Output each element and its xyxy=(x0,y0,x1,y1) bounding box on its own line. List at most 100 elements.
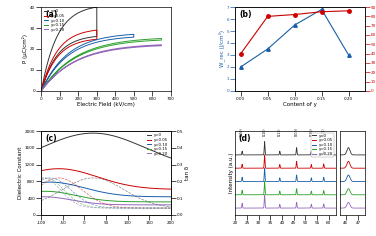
Line: y=0.20: y=0.20 xyxy=(41,45,161,91)
y=0.10 xyxy=(126,194,130,197)
y=0.20 xyxy=(168,203,173,206)
y=0.10 xyxy=(39,89,44,92)
y=0.05 xyxy=(85,39,89,42)
y=0.15 xyxy=(98,198,102,201)
y=0.20 xyxy=(73,199,77,202)
Line: y=0.10: y=0.10 xyxy=(41,34,134,91)
y=0.20 xyxy=(41,195,46,198)
y=0.05 xyxy=(241,167,246,169)
y=0.10 xyxy=(280,180,284,183)
y=0.20 xyxy=(115,203,120,206)
y=0.05 xyxy=(56,167,61,170)
Text: (100): (100) xyxy=(240,127,244,136)
y=0.20 xyxy=(241,206,246,209)
Line: y=0.05: y=0.05 xyxy=(41,169,171,189)
y=0.15 xyxy=(334,193,338,196)
Y-axis label: W_rec (J/cm³): W_rec (J/cm³) xyxy=(218,30,225,67)
y=0 xyxy=(241,153,246,156)
y=0.05 xyxy=(89,30,94,32)
Line: y=0.15: y=0.15 xyxy=(235,181,336,195)
X-axis label: Electric Field (kV/cm): Electric Field (kV/cm) xyxy=(77,102,135,107)
y=0.10 xyxy=(73,184,77,187)
y=0.20 xyxy=(62,197,67,200)
y=0.15 xyxy=(126,200,130,203)
y=0.20 xyxy=(138,46,142,48)
y=0.05 xyxy=(245,167,250,170)
y=0.10 xyxy=(123,34,127,36)
y=0 xyxy=(39,89,44,92)
y=0.20 xyxy=(137,203,141,206)
y=0 xyxy=(245,153,250,156)
y=0.15 xyxy=(138,40,142,43)
y=0.15 xyxy=(39,89,44,92)
y=0.05 xyxy=(334,167,338,170)
Legend: y=0, y=0.05, y=0.10, y=0.15, y=0.20: y=0, y=0.05, y=0.10, y=0.15, y=0.20 xyxy=(43,9,65,32)
y=0.10 xyxy=(72,48,76,51)
y=0.15 xyxy=(39,89,44,92)
y=0.10 xyxy=(115,37,119,40)
Line: y=0.15: y=0.15 xyxy=(41,38,161,91)
y=0.15 xyxy=(137,200,141,203)
y=0.05 xyxy=(98,176,102,179)
y=0.10 xyxy=(100,39,105,42)
y=0.10 xyxy=(276,180,280,183)
y=0.10 xyxy=(262,167,267,170)
y=0.15 xyxy=(43,190,48,193)
y=0.15 xyxy=(276,193,280,196)
Text: (211): (211) xyxy=(322,127,326,136)
y=0.20 xyxy=(98,51,103,54)
Text: (d): (d) xyxy=(238,134,251,143)
X-axis label: Content of y: Content of y xyxy=(283,102,317,107)
y=0 xyxy=(66,43,71,46)
y=0.10 xyxy=(87,41,91,44)
Line: y=0: y=0 xyxy=(41,133,171,158)
y=0.05 xyxy=(276,167,280,170)
y=0.10 xyxy=(137,195,141,198)
y=0.05 xyxy=(126,184,130,187)
Line: y=0.05: y=0.05 xyxy=(235,155,336,168)
y=0.20 xyxy=(245,207,250,210)
Line: y=0.10: y=0.10 xyxy=(41,182,171,197)
y=0.15 xyxy=(280,193,284,196)
y=0.15 xyxy=(115,200,120,203)
y=0.10 xyxy=(241,180,246,183)
y=0.05 xyxy=(68,37,72,40)
y=0.05 xyxy=(233,167,238,170)
Legend: y=0, y=0.05, y=0.10, y=0.15, y=0.20: y=0, y=0.05, y=0.10, y=0.15, y=0.20 xyxy=(311,133,334,157)
Legend: y=0, y=0.05, y=0.10, y=0.15, y=0.20: y=0, y=0.05, y=0.10, y=0.15, y=0.20 xyxy=(147,133,169,156)
y=0.20 xyxy=(290,207,295,210)
y=0.05 xyxy=(262,153,267,156)
y=0 xyxy=(278,152,282,154)
y=0.10 xyxy=(290,180,295,183)
y=0.10 xyxy=(168,195,173,198)
y=0 xyxy=(280,153,284,156)
y=0.15 xyxy=(233,193,238,196)
y=0 xyxy=(290,153,295,156)
Text: (a): (a) xyxy=(45,10,58,19)
y=0 xyxy=(262,140,267,143)
y=0.15 xyxy=(101,44,106,47)
y=0 xyxy=(168,156,173,159)
y=0.10 xyxy=(98,190,102,193)
y=0.20 xyxy=(126,203,130,206)
y=0.05 xyxy=(94,29,99,32)
y=0.05 xyxy=(168,188,173,190)
y=0.15 xyxy=(241,193,246,196)
y=0.05 xyxy=(62,168,67,170)
y=0 xyxy=(91,132,96,135)
y=0 xyxy=(76,39,80,42)
Text: (b): (b) xyxy=(239,10,252,19)
y=0.05 xyxy=(59,45,63,48)
y=0 xyxy=(59,28,63,31)
y=0.05 xyxy=(66,46,71,49)
y=0.05 xyxy=(280,167,284,170)
y=0.20 xyxy=(82,56,86,59)
y=0 xyxy=(68,17,72,20)
y=0.20 xyxy=(101,50,106,53)
y=0 xyxy=(39,146,44,149)
y=0.20 xyxy=(159,43,164,46)
y=0 xyxy=(94,6,99,8)
y=0.20 xyxy=(119,47,123,50)
y=0.10 xyxy=(132,33,136,36)
y=0.10 xyxy=(334,180,338,183)
